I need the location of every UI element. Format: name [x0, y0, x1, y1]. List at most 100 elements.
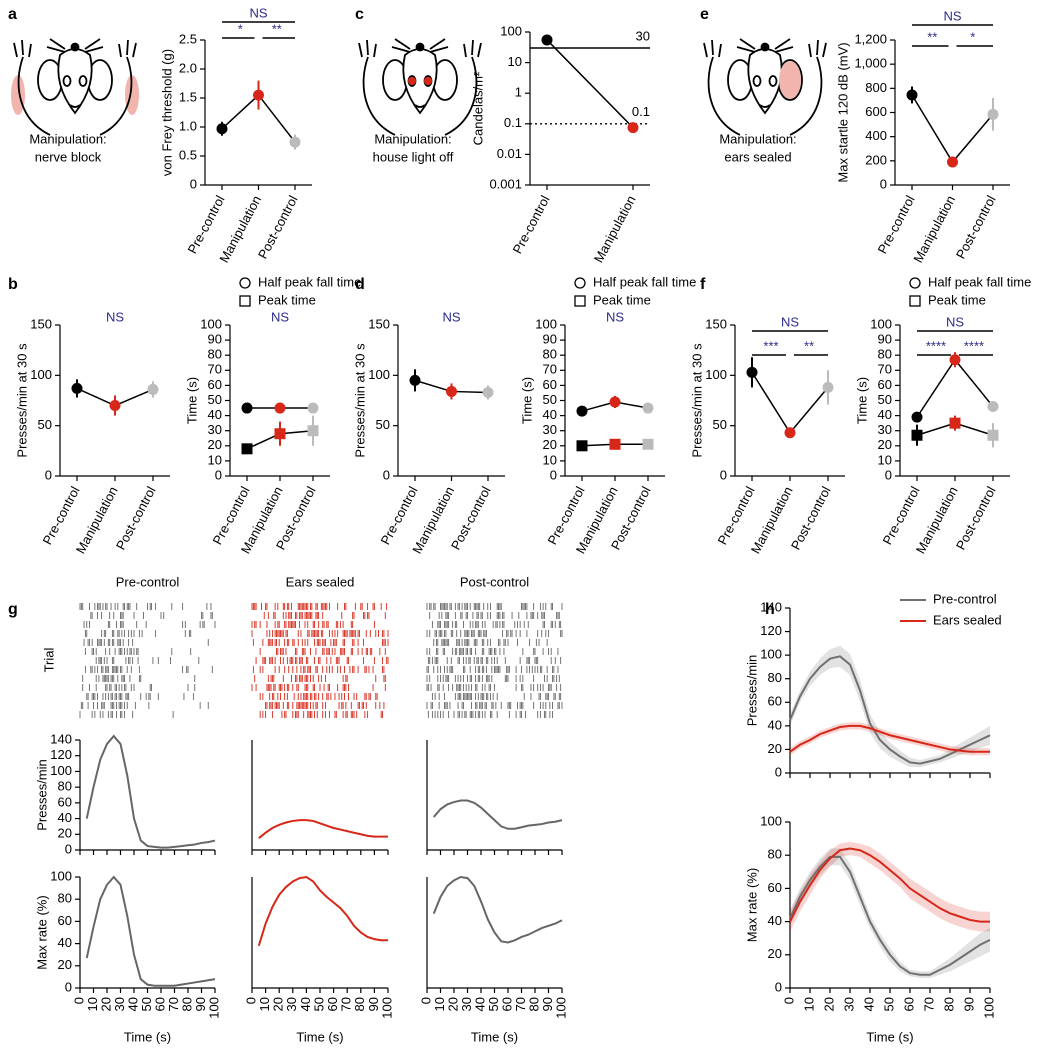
x-tick-label: 0 — [418, 997, 433, 1004]
connect-line — [751, 371, 829, 434]
y-tick-label: 0 — [45, 467, 52, 482]
y-tick-label: 80 — [208, 347, 222, 362]
marker — [241, 443, 253, 455]
x-tick-label: Pre-control — [880, 484, 923, 547]
y-tick-label: 600 — [865, 104, 887, 119]
marker — [253, 89, 264, 101]
x-tick-label: Pre-control — [40, 484, 83, 547]
x-tick-label: Pre-control — [875, 193, 918, 256]
y-tick-label: 0 — [65, 979, 72, 994]
y-tick-label: 60 — [58, 913, 72, 928]
panel-letter: h — [765, 601, 775, 618]
significance-label: ** — [272, 21, 282, 36]
significance-label: ** — [804, 338, 814, 353]
x-tick-label: 20 — [98, 997, 113, 1011]
reference-label: 0.1 — [632, 104, 650, 119]
y-tick-label: 150 — [368, 316, 390, 331]
x-tick-label: 50 — [881, 997, 896, 1011]
y-tick-label: 40 — [768, 717, 782, 732]
y-tick-label: 20 — [208, 437, 222, 452]
y-tick-label: 50 — [376, 417, 390, 432]
y-tick-label: 20 — [768, 741, 782, 756]
y-axis-label: Presses/min at 30 s — [689, 343, 704, 458]
y-tick-label: 50 — [208, 392, 222, 407]
marker — [576, 405, 588, 417]
x-tick-label: 30 — [112, 997, 127, 1011]
x-tick-label: 10 — [257, 997, 272, 1011]
y-tick-label: 100 — [50, 868, 72, 883]
mouse-illustration — [703, 38, 827, 136]
significance-label: NS — [606, 309, 624, 324]
panel-letter: d — [355, 276, 365, 293]
x-tick-label: 100 — [379, 997, 394, 1019]
y-tick-label: 0 — [65, 841, 72, 856]
x-tick-label: Post-control — [113, 484, 159, 552]
y-tick-label: 0 — [775, 979, 782, 994]
marker — [911, 411, 923, 423]
y-tick-label: 20 — [58, 957, 72, 972]
y-tick-label: 0 — [885, 467, 892, 482]
y-tick-label: 50 — [713, 417, 727, 432]
y-tick-label: 0.1 — [504, 115, 522, 130]
y-tick-label: 0.001 — [489, 176, 522, 191]
x-tick-label: 90 — [193, 997, 208, 1011]
line — [789, 724, 990, 753]
marker — [987, 429, 999, 441]
x-tick-label: 30 — [284, 997, 299, 1011]
significance-label: NS — [946, 314, 964, 329]
marker — [307, 402, 319, 414]
column-title: Pre-control — [116, 574, 180, 589]
x-tick-label: Post-control — [953, 484, 999, 552]
x-tick-label: 50 — [139, 997, 154, 1011]
y-tick-label: 400 — [865, 128, 887, 143]
legend-label: Half peak fall time — [928, 274, 1031, 289]
x-tick-label: Pre-control — [715, 484, 758, 547]
y-tick-label: 20 — [58, 826, 72, 841]
raster-label: Trial — [41, 647, 56, 672]
y-tick-label: 120 — [50, 747, 72, 762]
marker — [947, 156, 958, 168]
y-tick-label: 800 — [865, 80, 887, 95]
legend-label: Half peak fall time — [258, 274, 361, 289]
manipulation-label: ears sealed — [724, 149, 791, 164]
panel-letter: e — [700, 6, 709, 23]
significance-label: NS — [249, 5, 267, 20]
line — [432, 799, 563, 830]
x-tick-label: 80 — [179, 997, 194, 1011]
y-axis-label: Presses/min — [34, 759, 49, 831]
y-tick-label: 60 — [208, 377, 222, 392]
marker — [746, 366, 758, 378]
marker — [609, 396, 621, 408]
manipulation-label: nerve block — [35, 149, 102, 164]
y-tick-label: 30 — [543, 422, 557, 437]
x-tick-label: 20 — [271, 997, 286, 1011]
marker — [627, 122, 639, 134]
x-tick-label: Pre-control — [185, 193, 228, 256]
marker — [446, 385, 457, 397]
x-axis-label: Time (s) — [124, 1029, 171, 1044]
legend-marker — [909, 295, 921, 307]
legend-label: Ears sealed — [933, 612, 1002, 627]
y-tick-label: 30 — [878, 422, 892, 437]
y-tick-label: 40 — [58, 935, 72, 950]
y-tick-label: 150 — [705, 316, 727, 331]
x-tick-label: 0 — [71, 997, 86, 1004]
panel-letter: a — [8, 6, 17, 23]
marker — [642, 402, 654, 414]
mouse-illustration — [358, 38, 482, 136]
marker — [784, 427, 796, 439]
connect-line — [916, 358, 994, 418]
y-tick-label: 0 — [775, 764, 782, 779]
y-tick-label: 50 — [878, 392, 892, 407]
y-tick-label: 60 — [768, 694, 782, 709]
x-tick-label: 40 — [125, 997, 140, 1011]
y-tick-label: 80 — [768, 847, 782, 862]
x-tick-label: 90 — [961, 997, 976, 1011]
marker — [241, 402, 253, 414]
x-tick-label: 70 — [921, 997, 936, 1011]
x-tick-label: 70 — [166, 997, 181, 1011]
x-axis-label: Time (s) — [471, 1029, 518, 1044]
x-tick-label: 40 — [298, 997, 313, 1011]
